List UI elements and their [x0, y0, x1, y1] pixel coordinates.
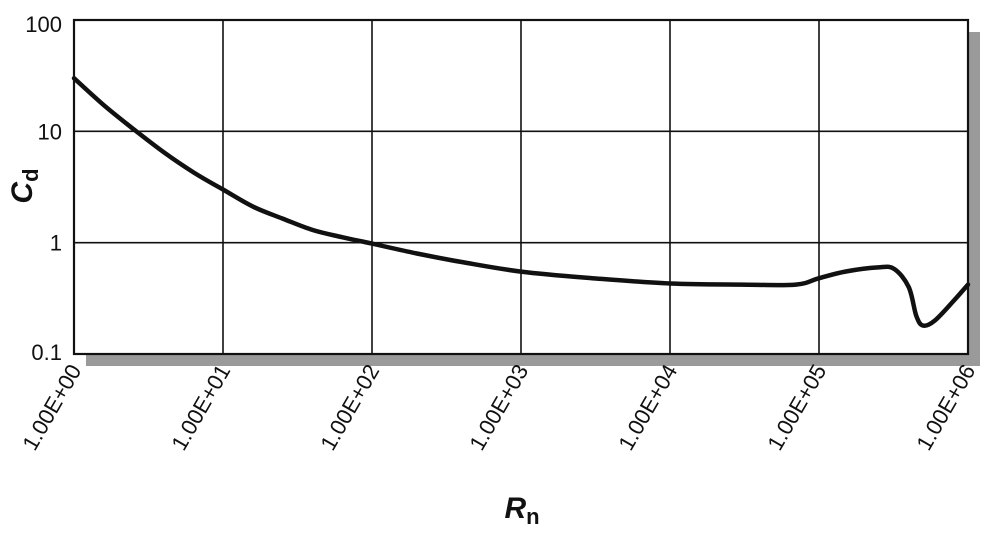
plot-border [72, 18, 970, 356]
x-tick-label: 1.00E+06 [911, 360, 980, 455]
x-axis-title: Rn [504, 492, 539, 529]
x-tick-label: 1.00E+02 [315, 360, 384, 455]
x-tick-labels: 1.00E+00 1.00E+01 1.00E+02 1.00E+03 1.00E+04… [17, 360, 980, 455]
y-tick-label: 100 [25, 12, 62, 37]
x-tick-label: 1.00E+01 [166, 360, 235, 455]
x-tick-label: 1.00E+05 [762, 360, 831, 455]
y-tick-label: 10 [38, 119, 62, 144]
x-tick-label: 1.00E+00 [17, 360, 86, 455]
y-axis-title: Cd [6, 168, 43, 203]
series-layer [71, 75, 971, 328]
series-line [71, 75, 971, 328]
x-tick-label: 1.00E+04 [613, 360, 682, 455]
y-tick-label: 1 [50, 231, 62, 256]
plot-frame [72, 18, 970, 356]
y-tick-labels: 100 10 1 0.1 [25, 12, 62, 365]
x-tick-label: 1.00E+03 [464, 360, 533, 455]
y-tick-label: 0.1 [31, 340, 62, 365]
